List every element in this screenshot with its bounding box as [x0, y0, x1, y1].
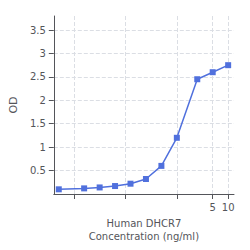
svg-text:2: 2 — [39, 95, 45, 106]
svg-text:Human DHCR7: Human DHCR7 — [107, 218, 182, 229]
svg-text:3.5: 3.5 — [30, 25, 46, 36]
svg-text:0.5: 0.5 — [30, 165, 46, 176]
svg-text:Concentration (ng/ml): Concentration (ng/ml) — [89, 231, 199, 242]
svg-text:10: 10 — [222, 202, 235, 213]
svg-text:1: 1 — [39, 142, 45, 153]
svg-text:1.5: 1.5 — [30, 118, 46, 129]
svg-text:3: 3 — [39, 48, 45, 59]
svg-text:OD: OD — [7, 96, 20, 113]
svg-text:5: 5 — [210, 202, 216, 213]
svg-text:2.5: 2.5 — [30, 71, 46, 82]
